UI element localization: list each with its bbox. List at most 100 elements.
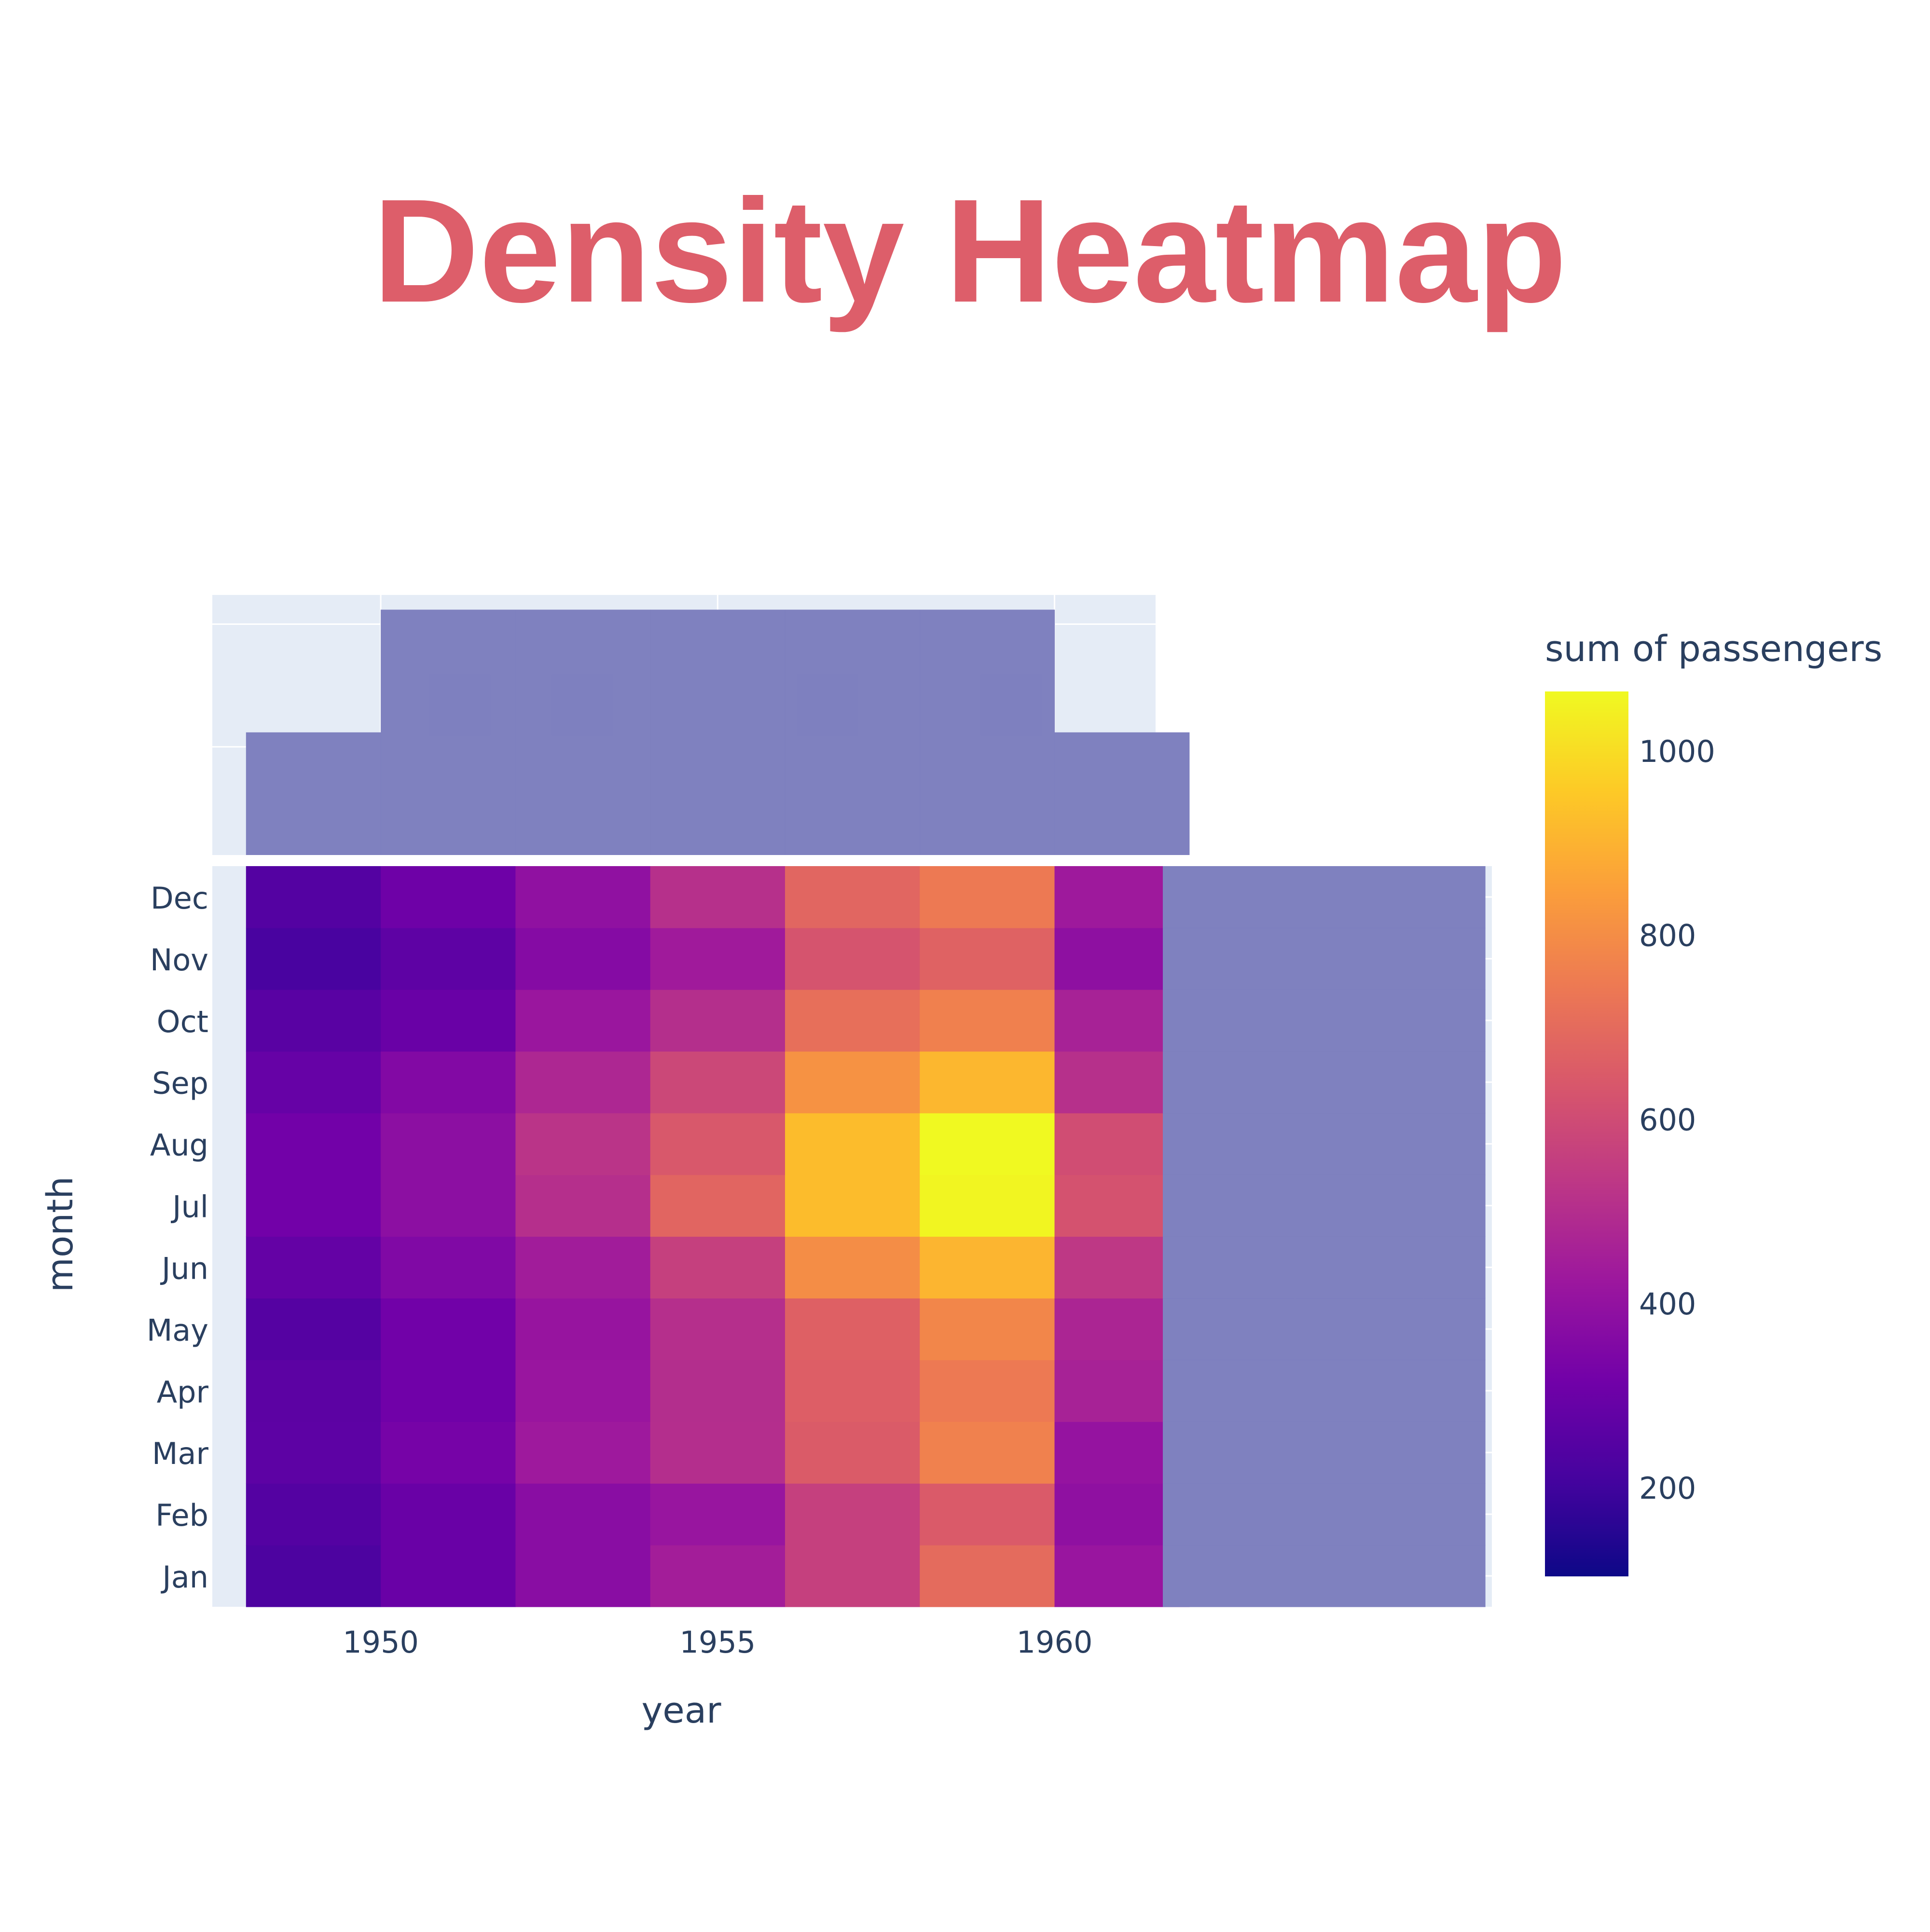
heatmap-cell	[785, 866, 920, 928]
heatmap-cell	[920, 1421, 1055, 1484]
heatmap-cell	[381, 1360, 516, 1422]
heatmap-cell	[785, 1174, 920, 1237]
marginal-y-bar	[1163, 989, 1486, 1052]
heatmap-cell	[246, 1051, 381, 1114]
y-axis-title: month	[40, 1176, 81, 1292]
heatmap-cell	[785, 1421, 920, 1484]
heatmap-cell	[920, 989, 1055, 1052]
heatmap-cell	[920, 1545, 1055, 1607]
heatmap-cell	[650, 866, 786, 928]
heatmap-cell	[246, 1113, 381, 1175]
heatmap-cell	[920, 1360, 1055, 1422]
y-tick-label: Aug	[150, 1128, 208, 1163]
marginal-x-bar	[650, 609, 786, 855]
heatmap-cell	[381, 1298, 516, 1360]
colorbar: 200 400 600 800 1000	[1545, 691, 1715, 1576]
marginal-x-bar	[785, 609, 920, 855]
marginal-y-bar	[1163, 1236, 1486, 1299]
y-tick-label: Jun	[160, 1251, 208, 1286]
y-tick-label: Feb	[155, 1498, 208, 1533]
heatmap-cell	[785, 927, 920, 990]
heatmap-cell	[515, 989, 651, 1052]
marginal-y-bar	[1163, 1360, 1486, 1422]
marginal-y-bar	[1163, 1421, 1486, 1484]
heatmap-cell	[246, 927, 381, 990]
heatmap-cell	[785, 1236, 920, 1299]
heatmap-cell	[246, 1174, 381, 1237]
marginal-x-bar	[1054, 732, 1190, 855]
heatmap-cell	[246, 989, 381, 1052]
x-tick-label: 1955	[679, 1625, 756, 1660]
colorbar-tick-label: 800	[1639, 918, 1696, 953]
heatmap-cell	[515, 927, 651, 990]
heatmap-cell	[381, 1051, 516, 1114]
heatmap-cell	[515, 1421, 651, 1484]
y-tick-label: Jan	[160, 1559, 208, 1595]
heatmap-cell	[650, 1545, 786, 1607]
y-tick-label: Apr	[157, 1374, 209, 1409]
heatmap-cell	[785, 1545, 920, 1607]
heatmap-cell	[785, 989, 920, 1052]
heatmap-cell	[381, 1174, 516, 1237]
marginal-y-bar	[1163, 1174, 1486, 1237]
heatmap-cell	[246, 866, 381, 928]
heatmap-cell	[920, 1051, 1055, 1114]
y-tick-label: Oct	[157, 1004, 208, 1039]
heatmap-cell	[246, 1360, 381, 1422]
y-tick-label: Sep	[152, 1066, 208, 1101]
heatmap-cell	[381, 1236, 516, 1299]
marginal-y-bar	[1163, 1051, 1486, 1114]
heatmap-cell	[920, 866, 1055, 928]
heatmap-cell	[650, 989, 786, 1052]
marginal-y-bar	[1163, 1483, 1486, 1546]
x-axis-title: year	[641, 1690, 721, 1731]
heatmap-cell	[650, 1236, 786, 1299]
heatmap-cell	[650, 927, 786, 990]
colorbar-gradient	[1545, 691, 1628, 1576]
heatmap-cell	[920, 927, 1055, 990]
heatmap-cell	[515, 1174, 651, 1237]
heatmap-cell	[650, 1421, 786, 1484]
heatmap-cell	[515, 1051, 651, 1114]
colorbar-tick-label: 1000	[1639, 734, 1715, 769]
heatmap-cell	[650, 1483, 786, 1546]
heatmap-cell	[785, 1051, 920, 1114]
heatmap-cell	[515, 1113, 651, 1175]
heatmap-cell	[515, 1298, 651, 1360]
colorbar-tick-label: 200	[1639, 1471, 1696, 1506]
heatmap-cell	[381, 1113, 516, 1175]
heatmap-cell	[920, 1113, 1055, 1175]
heatmap-cell	[785, 1298, 920, 1360]
heatmap-cell	[515, 866, 651, 928]
heatmap-cell	[920, 1298, 1055, 1360]
marginal-y-bar	[1163, 927, 1486, 990]
heatmap-cell	[246, 1298, 381, 1360]
heatmap-cell	[381, 989, 516, 1052]
y-tick-label: May	[147, 1312, 208, 1348]
marginal-y-histogram	[1163, 866, 1492, 1607]
marginal-x-bar	[515, 609, 651, 855]
y-tick-label: Dec	[151, 881, 208, 916]
heatmap-cell	[785, 1113, 920, 1175]
colorbar-tick-label: 600	[1639, 1102, 1696, 1137]
marginal-x-bar	[381, 609, 516, 855]
colorbar-tick-label: 400	[1639, 1286, 1696, 1322]
heatmap-cell	[650, 1298, 786, 1360]
marginal-x-histogram	[212, 595, 1190, 855]
marginal-x-bar	[246, 732, 381, 855]
y-tick-label: Mar	[152, 1436, 208, 1471]
y-tick-label: Jul	[170, 1189, 208, 1225]
heatmap-cell	[515, 1360, 651, 1422]
heatmap-cell	[650, 1360, 786, 1422]
marginal-y-bar	[1163, 1545, 1486, 1607]
heatmap-cell	[650, 1113, 786, 1175]
heatmap-cell	[381, 866, 516, 928]
heatmap-cell	[381, 927, 516, 990]
marginal-y-bar	[1163, 1298, 1486, 1360]
heatmap-cell	[246, 1236, 381, 1299]
x-tick-label: 1960	[1017, 1625, 1093, 1660]
heatmap-cell	[785, 1483, 920, 1546]
heatmap-cell	[920, 1174, 1055, 1237]
